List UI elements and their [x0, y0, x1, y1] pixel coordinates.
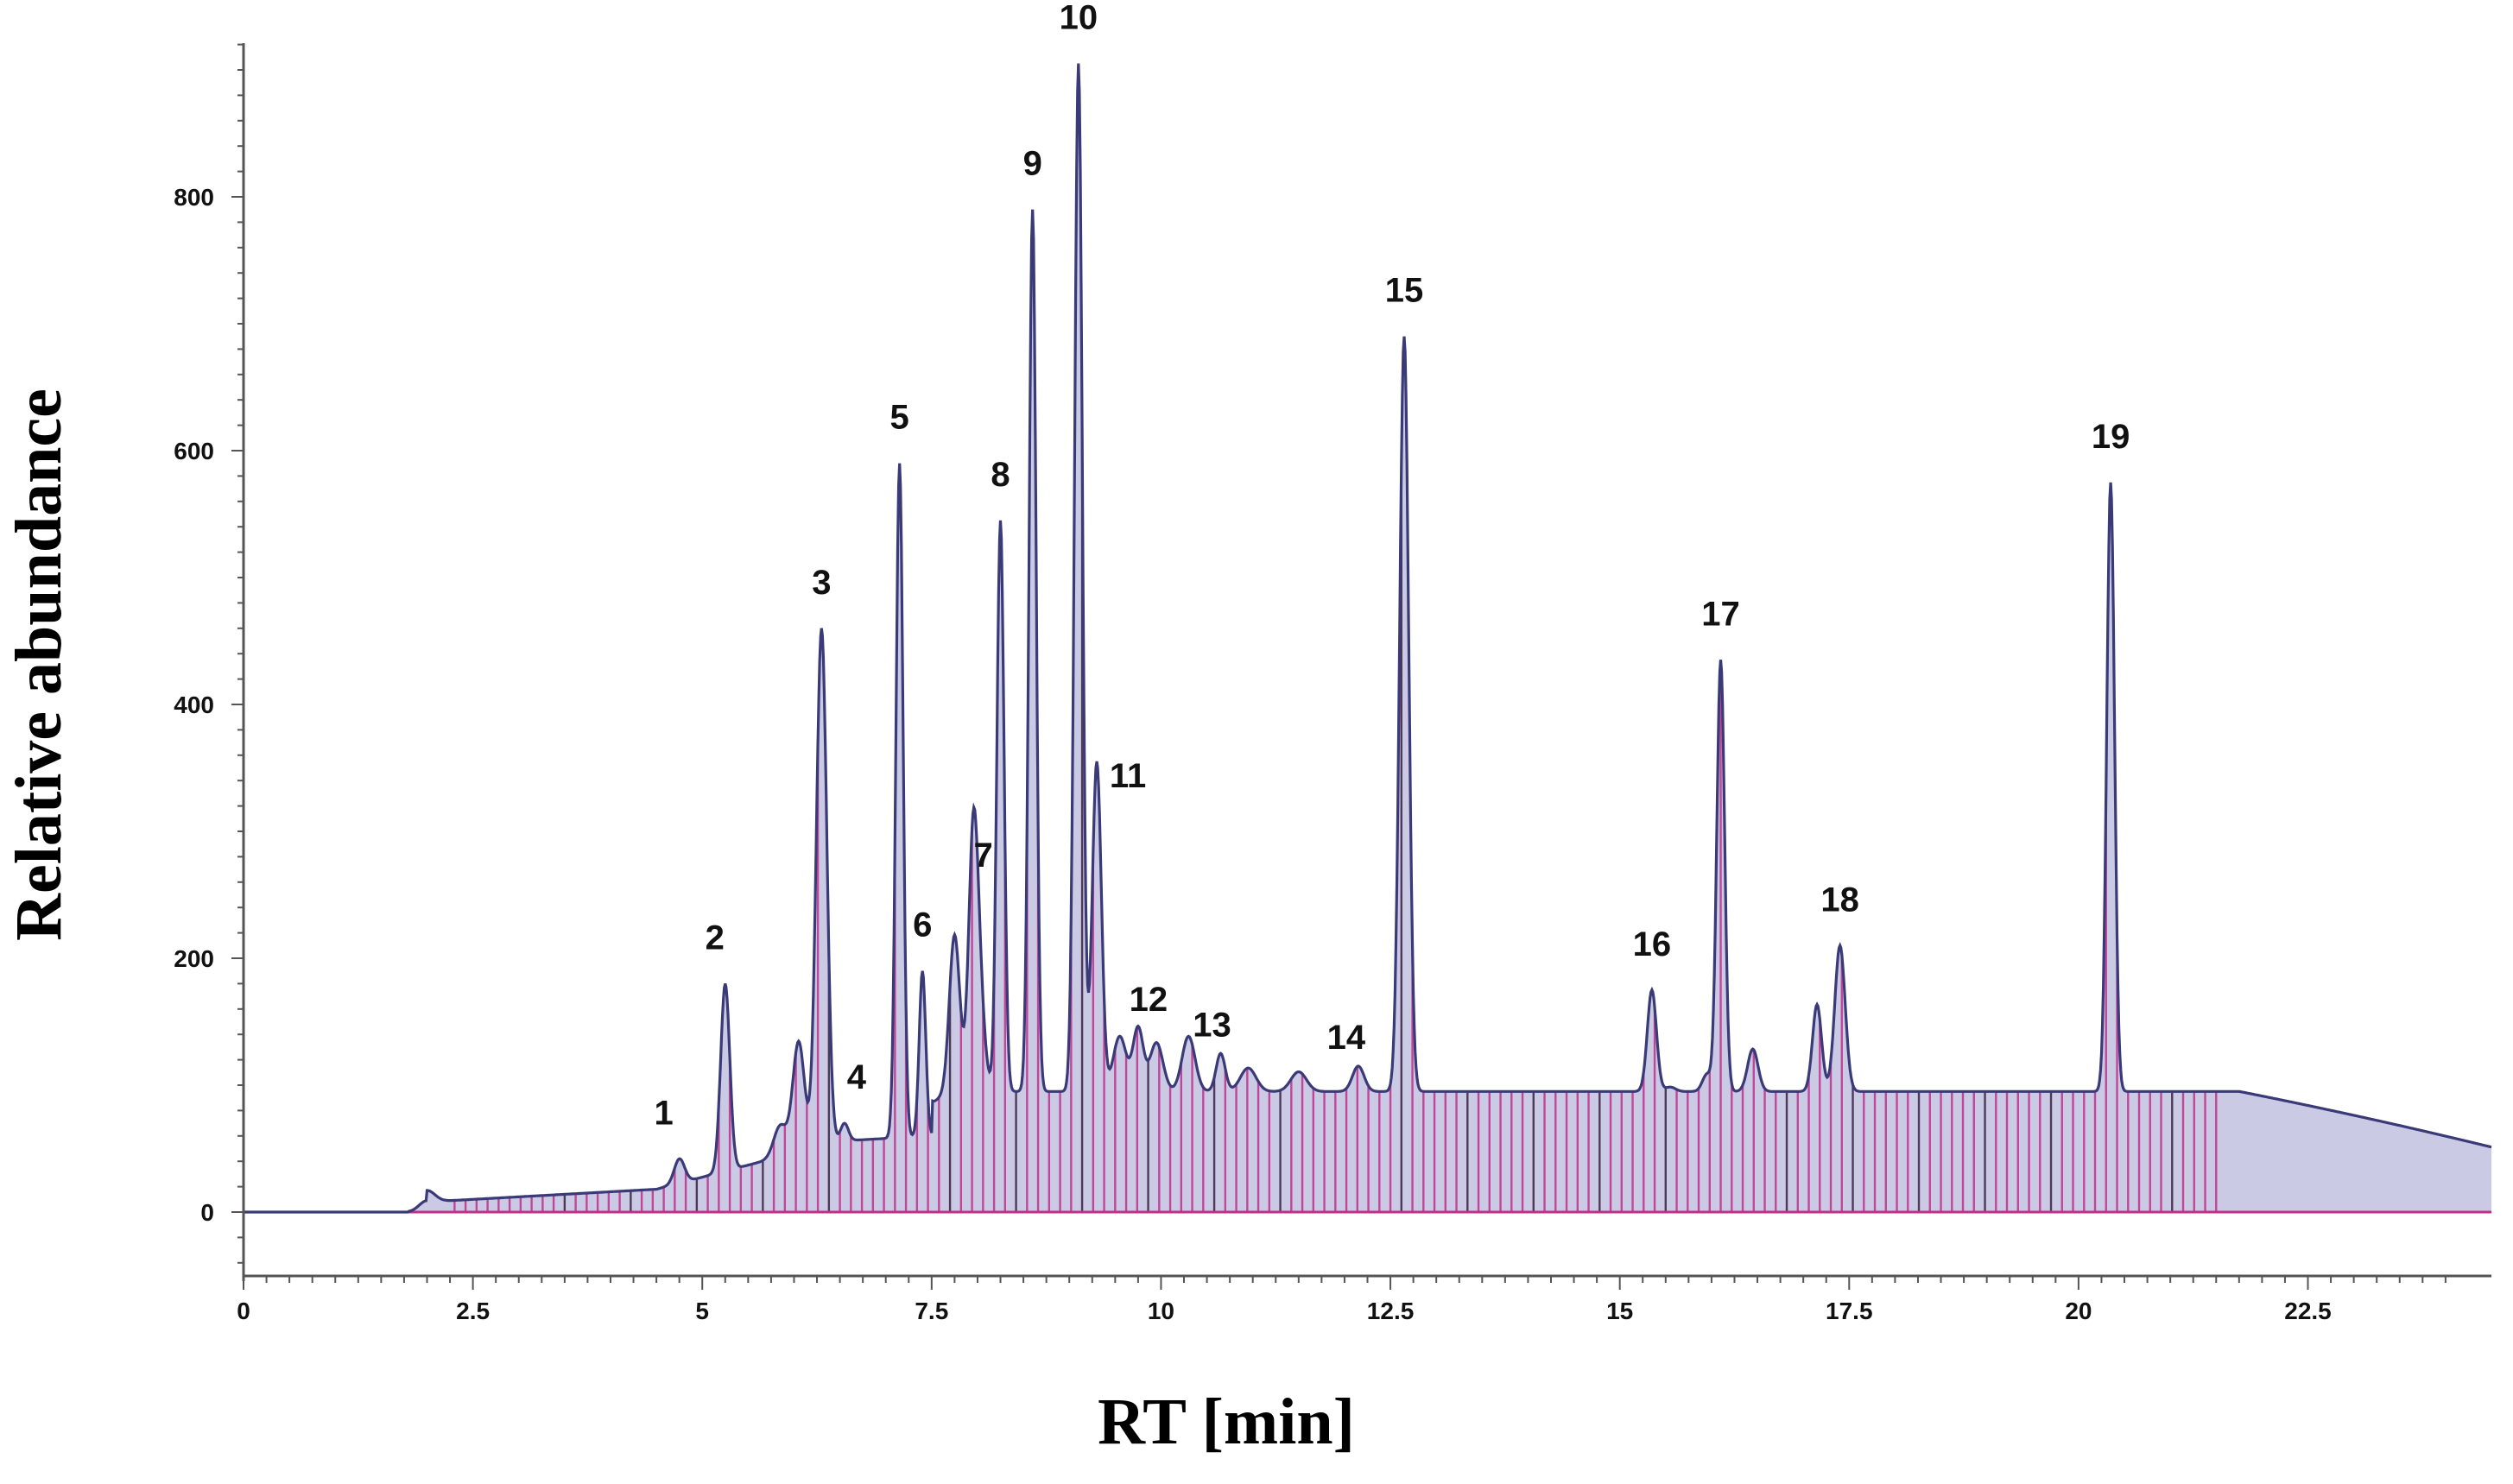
peak-label-13: 13 — [1193, 1006, 1231, 1044]
peak-label-10: 10 — [1060, 0, 1098, 37]
peak-label-8: 8 — [991, 456, 1010, 494]
peak-label-9: 9 — [1023, 145, 1042, 183]
x-tick-label: 12.5 — [1367, 1298, 1415, 1324]
x-tick-label: 0 — [237, 1298, 250, 1324]
y-tick-label: 200 — [174, 945, 214, 972]
trace-layer — [244, 63, 2492, 1214]
peak-label-15: 15 — [1385, 272, 1424, 310]
x-tick-label: 20 — [2065, 1298, 2092, 1324]
y-tick-label: 800 — [174, 184, 214, 211]
x-tick-label: 10 — [1148, 1298, 1174, 1324]
x-tick-label: 15 — [1606, 1298, 1633, 1324]
peak-label-17: 17 — [1701, 596, 1740, 634]
trace-area — [244, 63, 2491, 1212]
trace-line — [244, 63, 2492, 1214]
integration-lines-layer — [408, 430, 2491, 1214]
peak-label-11: 11 — [1110, 757, 1146, 795]
peak-label-2: 2 — [706, 919, 725, 957]
peak-label-1: 1 — [655, 1094, 674, 1132]
y-tick-label: 400 — [174, 691, 214, 718]
peak-label-7: 7 — [974, 837, 993, 875]
x-tick-label: 22.5 — [2284, 1298, 2332, 1324]
x-tick-label: 2.5 — [456, 1298, 490, 1324]
x-tick-label: 17.5 — [1826, 1298, 1873, 1324]
peak-label-19: 19 — [2092, 418, 2130, 456]
x-tick-label: 7.5 — [915, 1298, 948, 1324]
x-tick-label: 5 — [695, 1298, 709, 1324]
x-axis-title: RT [min] — [1098, 1386, 1355, 1458]
y-tick-label: 0 — [200, 1199, 214, 1226]
peak-label-6: 6 — [913, 906, 932, 944]
peak-label-14: 14 — [1327, 1019, 1366, 1057]
peak-label-3: 3 — [812, 564, 831, 602]
peak-label-16: 16 — [1633, 925, 1672, 963]
peak-label-4: 4 — [847, 1058, 867, 1096]
trace-fill-layer — [244, 63, 2491, 1212]
y-axis-title: Relative abundance — [3, 388, 75, 941]
peak-label-18: 18 — [1820, 881, 1859, 919]
peak-label-12: 12 — [1130, 981, 1168, 1019]
y-tick-label: 600 — [174, 438, 214, 464]
peak-label-5: 5 — [890, 399, 909, 437]
